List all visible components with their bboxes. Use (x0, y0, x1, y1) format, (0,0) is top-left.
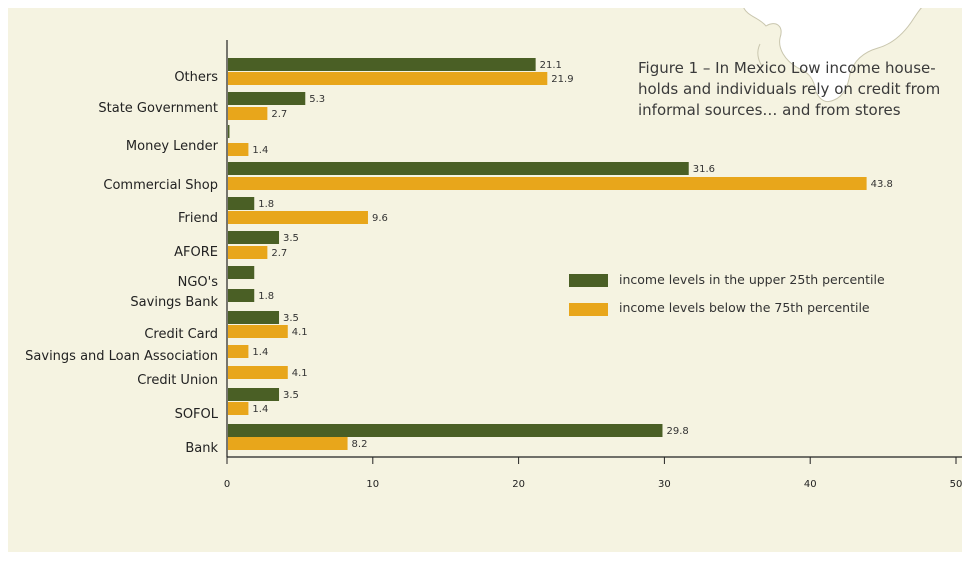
value-label-upper-25-credit-card: 3.5 (283, 313, 299, 324)
category-label-sofol: SOFOL (175, 407, 219, 422)
bar-below-75-bank (228, 437, 348, 450)
category-label-ngo-s: NGO's (178, 275, 219, 290)
map-shape (743, 8, 922, 103)
category-label-credit-union: Credit Union (137, 373, 218, 388)
x-tick-label-0: 0 (224, 479, 230, 490)
bar-below-75-afore (228, 246, 268, 259)
bar-below-75-others (228, 72, 548, 85)
value-label-upper-25-friend: 1.8 (258, 199, 274, 210)
x-tick-label-10: 10 (366, 479, 379, 490)
chart-panel: Others State Government Money Lender Commer… (8, 8, 962, 552)
category-label-savings-and-loan-association: Savings and Loan Association (25, 349, 218, 364)
category-label-money-lender: Money Lender (126, 139, 219, 154)
axes-group: 0 10 20 30 40 50 (224, 40, 962, 490)
bar-upper-25-money-lender (228, 125, 230, 138)
bar-upper-25-commercial-shop (228, 162, 689, 175)
category-label-friend: Friend (178, 211, 218, 226)
legend-label-upper-25: income levels in the upper 25th percenti… (619, 272, 885, 287)
legend: income levels in the upper 25th percenti… (569, 272, 885, 316)
value-label-upper-25-sofol: 3.5 (283, 390, 299, 401)
value-label-below-75-bank: 8.2 (352, 439, 368, 450)
value-label-upper-25-commercial-shop: 31.6 (693, 164, 715, 175)
bar-chart: Others State Government Money Lender Commer… (25, 8, 962, 490)
bar-below-75-commercial-shop (228, 177, 867, 190)
category-label-bank: Bank (185, 441, 218, 456)
value-labels: 21.1 5.3 31.6 1.8 3.5 1.8 3.5 3.5 29.8 21.9 2.7 1.4… (252, 60, 892, 450)
category-label-commercial-shop: Commercial Shop (103, 178, 218, 193)
bar-below-75-credit-card (228, 325, 288, 338)
bar-below-75-friend (228, 211, 368, 224)
category-label-savings-bank: Savings Bank (130, 295, 218, 310)
value-label-below-75-money-lender: 1.4 (252, 145, 268, 156)
bar-upper-25-afore (228, 231, 280, 244)
value-label-below-75-credit-card: 4.1 (292, 327, 308, 338)
legend-label-below-75: income levels below the 75th percentile (619, 300, 870, 315)
value-label-upper-25-others: 21.1 (540, 60, 562, 71)
value-label-below-75-savings-and-loan-association: 1.4 (252, 347, 268, 358)
category-label-credit-card: Credit Card (144, 327, 218, 342)
value-label-below-75-sofol: 1.4 (252, 404, 268, 415)
caption-line-2: holds and individuals rely on credit fro… (638, 80, 940, 98)
value-label-below-75-commercial-shop: 43.8 (871, 179, 893, 190)
x-tick-label-20: 20 (512, 479, 525, 490)
bar-upper-25-bank (228, 424, 663, 437)
bar-below-75-state-government (228, 107, 268, 120)
bars-group (228, 58, 867, 450)
x-tick-label-30: 30 (658, 479, 671, 490)
bar-below-75-credit-union (228, 366, 288, 379)
value-label-below-75-state-government: 2.7 (271, 109, 287, 120)
value-label-below-75-friend: 9.6 (372, 213, 388, 224)
bar-upper-25-state-government (228, 92, 306, 105)
legend-swatch-upper-25 (569, 274, 608, 287)
value-label-below-75-others: 21.9 (551, 74, 573, 85)
legend-swatch-below-75 (569, 303, 608, 316)
category-labels: Others State Government Money Lender Commer… (25, 70, 219, 456)
value-label-below-75-credit-union: 4.1 (292, 368, 308, 379)
x-tick-label-50: 50 (950, 479, 962, 490)
value-label-upper-25-bank: 29.8 (666, 426, 688, 437)
bar-below-75-sofol (228, 402, 249, 415)
map-detail (757, 43, 763, 67)
caption-line-3: informal sources… and from stores (638, 101, 901, 119)
bar-upper-25-savings-bank (228, 289, 255, 302)
category-label-state-government: State Government (98, 101, 218, 116)
bar-upper-25-friend (228, 197, 255, 210)
bar-upper-25-sofol (228, 388, 280, 401)
value-label-below-75-afore: 2.7 (271, 248, 287, 259)
value-label-upper-25-savings-bank: 1.8 (258, 291, 274, 302)
bar-below-75-savings-and-loan-association (228, 345, 249, 358)
bar-below-75-money-lender (228, 143, 249, 156)
map-outline-decoration (743, 8, 922, 103)
category-label-others: Others (174, 70, 218, 85)
bar-upper-25-others (228, 58, 536, 71)
caption-line-1: Figure 1 – In Mexico Low income house- (638, 59, 936, 77)
figure-caption: Figure 1 – In Mexico Low income house- h… (638, 59, 940, 119)
bar-upper-25-ngo-s (228, 266, 255, 279)
value-label-upper-25-afore: 3.5 (283, 233, 299, 244)
category-label-afore: AFORE (174, 245, 218, 260)
x-tick-label-40: 40 (804, 479, 817, 490)
bar-upper-25-credit-card (228, 311, 280, 324)
value-label-upper-25-state-government: 5.3 (309, 94, 325, 105)
